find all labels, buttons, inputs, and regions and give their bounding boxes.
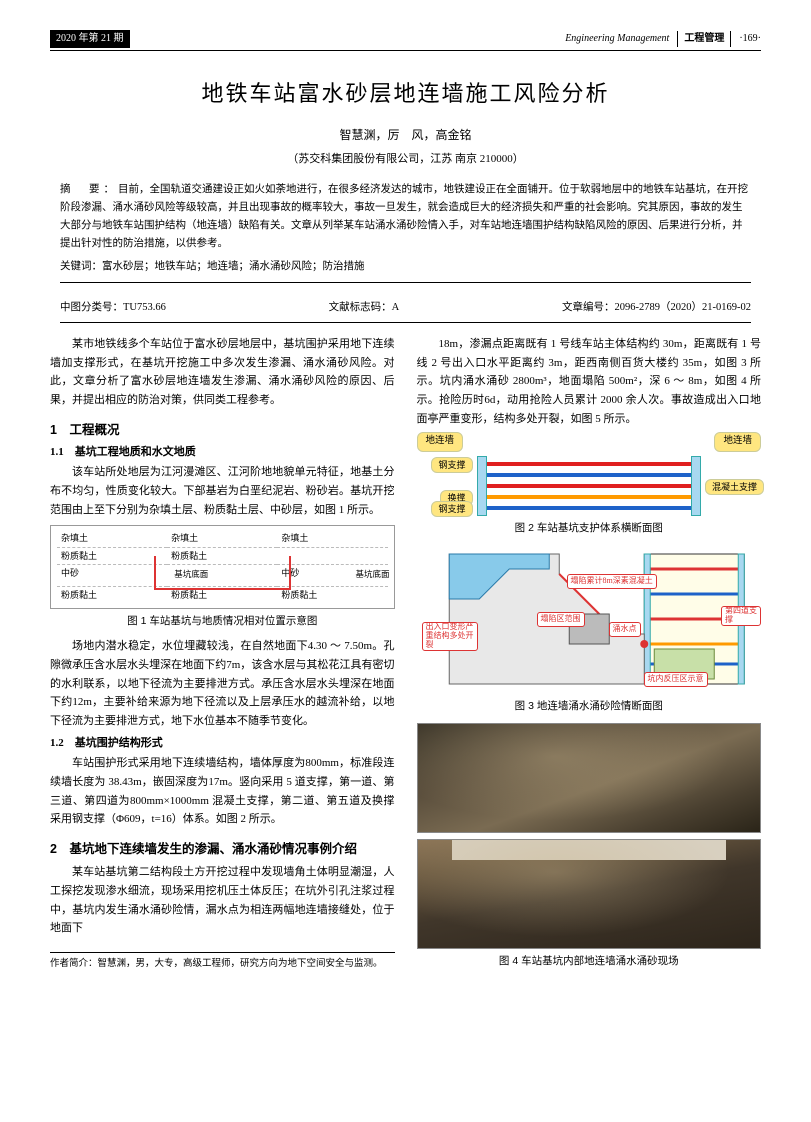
page-header: 2020 年第 21 期 Engineering Management 工程管理… [50, 30, 761, 51]
doc-code: A [392, 302, 400, 313]
fig3-tag-strut4: 第四道支撑 [721, 606, 761, 626]
two-column-body: 某市地铁线多个车站位于富水砂层地层中，基坑围护采用地下连续墙加支撑形式，在基坑开… [50, 335, 761, 978]
p-hydro: 场地内潜水稳定，水位埋藏较浅，在自然地面下4.30 ～ 7.50m。孔隙微承压含… [50, 637, 395, 730]
fig2-strut: 钢支撑 [487, 462, 692, 466]
fig2-wall-right [691, 456, 701, 516]
fig3-tag-entrance: 出入口变形严重结构多处开裂 [422, 622, 478, 650]
fig2-strut [487, 473, 692, 477]
fig3-svg [417, 544, 762, 694]
author-note: 作者简介：智慧渊，男，大专，高级工程师，研究方向为地下空间安全与监测。 [50, 952, 395, 971]
right-column: 18m，渗漏点距离既有 1 号线车站主体结构约 30m，距离既有 1 号线 2 … [417, 335, 762, 978]
fig2-strut-label: 混凝土支撑 [705, 479, 764, 495]
clc: TU753.66 [123, 302, 166, 313]
abstract-text: 目前，全国轨道交通建设正如火如荼地进行，在很多经济发达的城市，地铁建设正在全面铺… [60, 184, 748, 249]
header-category-en: Engineering Management [565, 31, 669, 47]
abstract-label: 摘 要： [60, 183, 118, 195]
fig3-tag-zone: 塌陷区范围 [537, 612, 585, 627]
fig2-strut: 钢支撑 [487, 506, 692, 510]
p-right-1: 18m，渗漏点距离既有 1 号线车站主体结构约 30m，距离既有 1 号线 2 … [417, 335, 762, 428]
figure-4 [417, 723, 762, 949]
p-1-1: 该车站所处地层为江河漫滩区、江河阶地地貌单元特征，地基土分布不均匀，性质变化较大… [50, 463, 395, 519]
figure-3: 塌陷累计8m深素混凝土 塌陷区范围 出入口变形严重结构多处开裂 涌水点 坑内反压… [417, 544, 762, 694]
keywords: 关键词：富水砂层；地铁车站；地连墙；涌水涌砂风险；防治措施 [60, 258, 751, 276]
article-title: 地铁车站富水砂层地连墙施工风险分析 [50, 76, 761, 111]
p-case: 某车站基坑第二结构段土方开挖过程中发现墙角土体明显潮湿，人工探挖发现渗水细流，现… [50, 863, 395, 938]
article-no-label: 文章编号： [562, 301, 615, 313]
figure-2-caption: 图 2 车站基坑支护体系横断面图 [417, 520, 762, 537]
fig4-photo-1 [417, 723, 762, 833]
meta-row: 中图分类号：TU753.66 文献标志码：A 文章编号：2096-2789（20… [60, 295, 751, 317]
section-1-2: 1.2 基坑围护结构形式 [50, 735, 395, 753]
issue-badge: 2020 年第 21 期 [50, 30, 130, 48]
keywords-label: 关键词： [60, 260, 102, 272]
fig2-wall-left-label: 地连墙 [417, 432, 464, 451]
fig3-tag-fill: 塌陷累计8m深素混凝土 [567, 574, 657, 589]
fig2-wall-right-label: 地连墙 [714, 432, 761, 451]
figure-2: 地连墙 地连墙 钢支撑混凝土支撑换撑钢支撑 [417, 432, 762, 515]
section-2: 2 基坑地下连续墙发生的渗漏、涌水涌砂情况事例介绍 [50, 839, 395, 859]
author-note-text: 智慧渊，男，大专，高级工程师，研究方向为地下空间安全与监测。 [98, 959, 383, 969]
separator [60, 282, 751, 283]
fig3-tag-counter: 坑内反压区示意 [644, 672, 708, 687]
clc-label: 中图分类号： [60, 301, 123, 313]
authors: 智慧渊，厉 风，高金铭 [50, 126, 761, 145]
separator [60, 322, 751, 323]
doc-code-label: 文献标志码： [329, 301, 392, 313]
header-right: Engineering Management 工程管理 ·169· [565, 31, 761, 47]
fig2-struts: 钢支撑混凝土支撑换撑钢支撑 [487, 456, 692, 516]
page-number: ·169· [739, 31, 761, 47]
fig3-tag-leak: 涌水点 [609, 622, 641, 637]
intro-paragraph: 某市地铁线多个车站位于富水砂层地层中，基坑围护采用地下连续墙加支撑形式，在基坑开… [50, 335, 395, 410]
affiliation: （苏交科集团股份有限公司，江苏 南京 210000） [50, 151, 761, 169]
author-note-label: 作者简介： [50, 959, 98, 969]
fig2-strut: 换撑 [487, 495, 692, 499]
fig2-strut-label: 钢支撑 [431, 501, 472, 517]
left-column: 某市地铁线多个车站位于富水砂层地层中，基坑围护采用地下连续墙加支撑形式，在基坑开… [50, 335, 395, 978]
fig1-layer: 杂填土 [57, 530, 167, 547]
p-structure: 车站围护形式采用地下连续墙结构，墙体厚度为800mm，标准段连续墙长度为 38.… [50, 754, 395, 829]
article-no: 2096-2789（2020）21-0169-02 [615, 302, 752, 313]
fig2-wall-left [477, 456, 487, 516]
section-1: 1 工程概况 [50, 420, 395, 440]
fig4-photo-2 [417, 839, 762, 949]
section-1-1: 1.1 基坑工程地质和水文地质 [50, 444, 395, 462]
header-category-cn: 工程管理 [677, 31, 731, 47]
figure-1: 杂填土杂填土杂填土 粉质黏土粉质黏土 中砂中砂 粉质黏土粉质黏土粉质黏土 基坑底… [50, 525, 395, 608]
fig2-strut-label: 钢支撑 [431, 457, 472, 473]
keywords-text: 富水砂层；地铁车站；地连墙；涌水涌砂风险；防治措施 [102, 261, 365, 272]
abstract: 摘 要：目前，全国轨道交通建设正如火如荼地进行，在很多经济发达的城市，地铁建设正… [60, 181, 751, 252]
figure-3-caption: 图 3 地连墙涌水涌砂险情断面图 [417, 698, 762, 715]
figure-4-caption: 图 4 车站基坑内部地连墙涌水涌砂现场 [417, 953, 762, 970]
fig2-strut: 混凝土支撑 [487, 484, 692, 488]
figure-1-caption: 图 1 车站基坑与地质情况相对位置示意图 [50, 613, 395, 630]
